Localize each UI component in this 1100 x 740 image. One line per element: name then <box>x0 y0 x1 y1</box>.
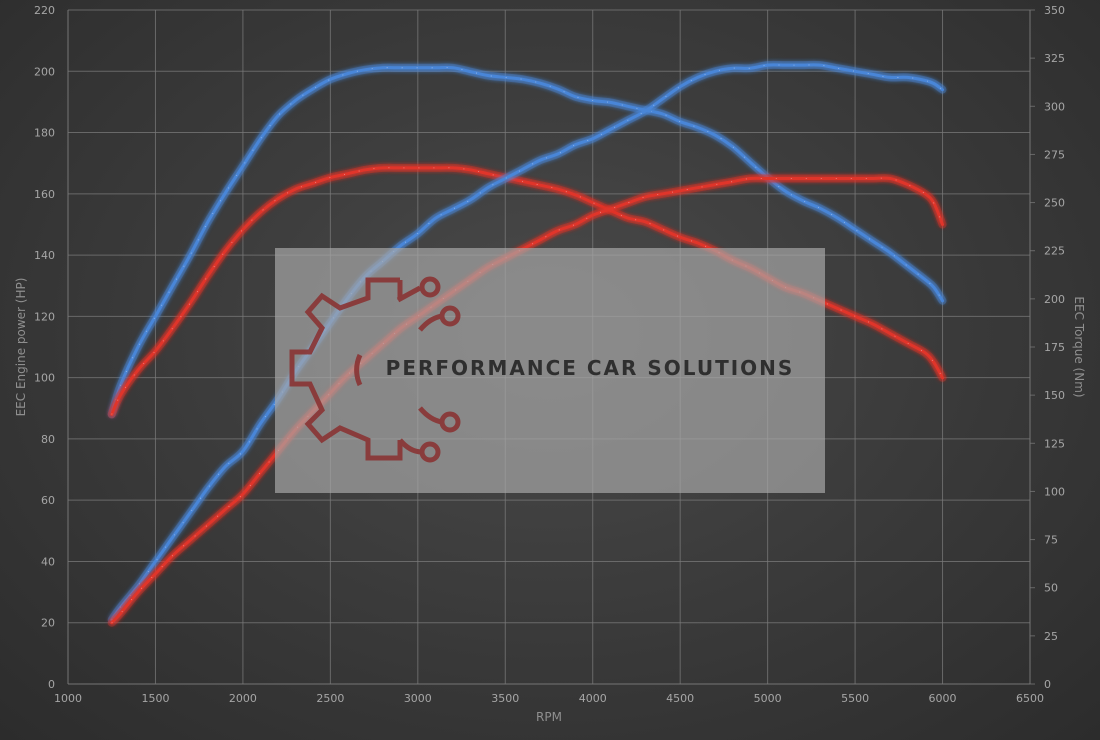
series-line <box>110 176 944 625</box>
y-left-tick-label: 220 <box>34 4 55 17</box>
watermark: PERFORMANCE CAR SOLUTIONS <box>275 248 825 493</box>
y-left-tick-label: 120 <box>34 310 55 323</box>
watermark-text: PERFORMANCE CAR SOLUTIONS <box>386 356 795 380</box>
y-right-tick-label: 0 <box>1044 678 1051 691</box>
y-left-tick-label: 80 <box>41 433 55 446</box>
y-left-tick-label: 0 <box>48 678 55 691</box>
x-tick-label: 5500 <box>841 692 869 705</box>
x-axis-title: RPM <box>536 710 562 724</box>
series-line <box>110 65 944 416</box>
x-tick-label: 1000 <box>54 692 82 705</box>
y-left-tick-label: 100 <box>34 372 55 385</box>
x-tick-label: 6000 <box>929 692 957 705</box>
y-left-tick-label: 200 <box>34 65 55 78</box>
y-right-tick-label: 150 <box>1044 389 1065 402</box>
y-right-tick-label: 250 <box>1044 197 1065 210</box>
y-right-tick-label: 175 <box>1044 341 1065 354</box>
y-right-tick-label: 100 <box>1044 485 1065 498</box>
gear-logo-icon <box>289 276 461 463</box>
x-tick-label: 2500 <box>316 692 344 705</box>
tick-labels: 1000 1500 2000 2500 3000 3500 4000 4500 5000 5500… <box>34 4 1065 705</box>
y-left-tick-label: 180 <box>34 127 55 140</box>
y-left-axis-title: EEC Engine power (HP) <box>14 278 28 417</box>
y-left-tick-label: 20 <box>41 617 55 630</box>
y-right-tick-label: 300 <box>1044 100 1065 113</box>
y-left-tick-label: 60 <box>41 494 55 507</box>
y-left-tick-label: 40 <box>41 555 55 568</box>
y-right-tick-label: 350 <box>1044 4 1065 17</box>
x-tick-label: 3000 <box>404 692 432 705</box>
y-right-tick-label: 125 <box>1044 437 1065 450</box>
series-line <box>110 63 944 622</box>
x-tick-label: 5000 <box>754 692 782 705</box>
x-tick-label: 2000 <box>229 692 257 705</box>
y-right-tick-label: 200 <box>1044 293 1065 306</box>
x-tick-label: 1500 <box>141 692 169 705</box>
y-right-tick-label: 225 <box>1044 245 1065 258</box>
x-tick-label: 3500 <box>491 692 519 705</box>
y-right-tick-label: 25 <box>1044 630 1058 643</box>
x-tick-label: 4500 <box>666 692 694 705</box>
y-right-tick-label: 50 <box>1044 582 1058 595</box>
series-markers <box>111 67 943 415</box>
y-right-tick-label: 75 <box>1044 534 1058 547</box>
x-tick-label: 6500 <box>1016 692 1044 705</box>
y-left-tick-label: 140 <box>34 249 55 262</box>
y-left-tick-label: 160 <box>34 188 55 201</box>
y-right-tick-label: 275 <box>1044 148 1065 161</box>
x-tick-label: 4000 <box>579 692 607 705</box>
y-right-tick-label: 325 <box>1044 52 1065 65</box>
y-right-axis-title: EEC Torque (Nm) <box>1072 296 1086 397</box>
